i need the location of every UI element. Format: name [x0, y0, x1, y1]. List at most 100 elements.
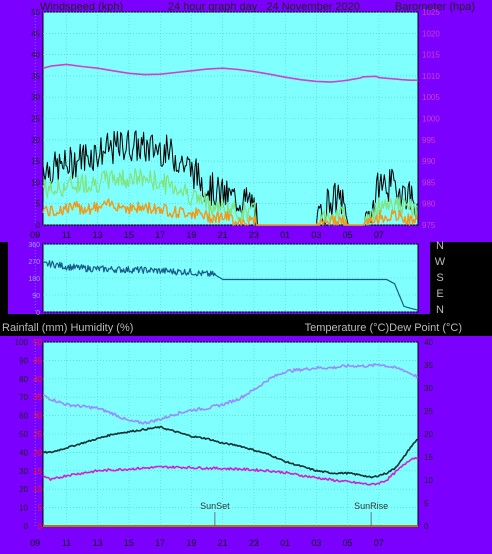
- wind-time-tick-label: 17: [155, 230, 165, 240]
- barometer-tick-label: 975: [422, 221, 436, 230]
- windspeed-tick-label: 25: [31, 115, 40, 124]
- lower-marks: [42, 362, 419, 527]
- barometer-tick-label: 990: [422, 157, 436, 166]
- temperature-tick-label: 20: [424, 430, 433, 439]
- lower-time-tick-label: 13: [93, 538, 103, 548]
- windspeed-tick-label: 30: [31, 93, 40, 102]
- temperature-tick-label: 5: [424, 499, 429, 508]
- temperature-axis: 0 5 10 15 20 25 30 35 40: [424, 338, 433, 531]
- lower-time-tick-label: 15: [124, 538, 134, 548]
- direction-tick-label: 90: [32, 293, 40, 300]
- humidity-tick-label: 90: [19, 356, 28, 365]
- wind-grid: [34, 11, 418, 226]
- direction-label-n-bottom: N: [436, 304, 444, 316]
- barometer-tick-label: 1015: [422, 51, 440, 60]
- humidity-tick-label: 50: [19, 430, 28, 439]
- barometer-line: [42, 63, 418, 83]
- graph-title: 24 hour graph day : 24 November 2020: [168, 1, 360, 13]
- windspeed-tick-label: 20: [31, 136, 40, 145]
- temperature-tick-label: 35: [424, 361, 433, 370]
- temperature-line: [42, 425, 419, 479]
- barometer-tick-label: 980: [422, 200, 436, 209]
- rainfall-tick-label: 10: [33, 485, 42, 494]
- direction-tick-label: 180: [28, 276, 40, 283]
- barometer-tick-label: 1010: [422, 72, 440, 81]
- wind-time-tick-label: 15: [124, 230, 134, 240]
- temperature-tick-label: 30: [424, 384, 433, 393]
- wind-marks: [42, 63, 418, 226]
- humidity-tick-label: 20: [19, 485, 28, 494]
- lower-header-strip: [0, 318, 492, 336]
- lower-time-tick-label: 01: [280, 538, 290, 548]
- wind-time-tick-label: 03: [311, 230, 321, 240]
- direction-label-n-top: N: [436, 240, 444, 252]
- humidity-tick-label: 30: [19, 467, 28, 476]
- rainfall-tick-label: 5: [38, 504, 43, 513]
- lower-time-axis: 11 13 15 17 19 21 23 01 03 05 07 09: [30, 538, 384, 548]
- lower-time-tick-label: 21: [218, 538, 228, 548]
- direction-marks: [42, 260, 419, 311]
- lower-time-tick-label: 07: [374, 538, 384, 548]
- windspeed-axis-title: Windspeed (kph): [40, 1, 123, 13]
- humidity-tick-label: 10: [19, 504, 28, 513]
- windspeed-tick-label: 40: [31, 51, 40, 60]
- sun-annotations: SunSet SunRise: [200, 501, 388, 526]
- direction-grid: [34, 243, 418, 313]
- temperature-tick-label: 0: [424, 522, 429, 531]
- wind-time-tick-label: 23: [249, 230, 259, 240]
- barometer-tick-label: 1025: [422, 8, 440, 17]
- sun-marker-label: SunSet: [200, 501, 230, 511]
- wind-time-tick-label: 21: [218, 230, 228, 240]
- humidity-line: [42, 362, 419, 425]
- barometer-tick-label: 1020: [422, 29, 440, 38]
- windspeed-axis: 0 5 10 15 20 25 30 35 40 45 50: [31, 8, 40, 230]
- wind-time-tick-label: 13: [93, 230, 103, 240]
- temperature-tick-label: 40: [424, 338, 433, 347]
- rainfall-tick-label: 50: [33, 338, 42, 347]
- rainfall-tick-label: 40: [33, 375, 42, 384]
- humidity-tick-label: 60: [19, 412, 28, 421]
- wind-time-tick-label: 19: [186, 230, 196, 240]
- humidity-tick-label: 100: [15, 338, 29, 347]
- temperature-tick-label: 15: [424, 453, 433, 462]
- rainfall-tick-label: 0: [38, 522, 43, 531]
- lower-time-tick-label: 19: [186, 538, 196, 548]
- lower-time-tick-label: 03: [311, 538, 321, 548]
- windspeed-tick-label: 50: [31, 8, 40, 17]
- direction-tick-label: 360: [28, 242, 40, 249]
- windspeed-tick-label: 10: [31, 178, 40, 187]
- wind-time-tick-label: 09: [30, 230, 40, 240]
- temperature-tick-label: 25: [424, 407, 433, 416]
- sun-marker-label: SunRise: [354, 501, 388, 511]
- lower-time-tick-label: 23: [249, 538, 259, 548]
- rainfall-tick-label: 30: [33, 412, 42, 421]
- humidity-tick-label: 0: [24, 522, 29, 531]
- windspeed-tick-label: 15: [31, 157, 40, 166]
- barometer-tick-label: 1000: [422, 115, 440, 124]
- wind-time-tick-label: 11: [62, 230, 71, 240]
- rain-humidity-axis-title: Rainfall (mm) Humidity (%): [2, 322, 133, 334]
- rainfall-tick-label: 15: [33, 467, 42, 476]
- lower-time-tick-label: 05: [343, 538, 353, 548]
- windspeed-tick-label: 45: [31, 29, 40, 38]
- barometer-axis-title: Barometer (hpa): [395, 1, 475, 13]
- humidity-tick-label: 40: [19, 448, 28, 457]
- windspeed-tick-label: 0: [36, 221, 41, 230]
- wind-time-tick-label: 07: [374, 230, 384, 240]
- barometer-axis: 975 980 985 990 995 1000 1005 1010 1015 1020 1025: [422, 8, 440, 230]
- direction-degree-axis: 0 90 180 270 360: [28, 242, 40, 317]
- temperature-tick-label: 10: [424, 476, 433, 485]
- barometer-tick-label: 995: [422, 136, 436, 145]
- minimum-wind-line: [42, 198, 418, 226]
- direction-label-s: S: [436, 272, 443, 284]
- temperature-dewpoint-axis-title: Temperature (°C)Dew Point (°C): [305, 322, 462, 334]
- direction-tick-label: 0: [36, 310, 40, 317]
- barometer-tick-label: 1005: [422, 93, 440, 102]
- rainfall-tick-label: 20: [33, 448, 42, 457]
- humidity-tick-label: 80: [19, 375, 28, 384]
- lower-time-tick-label: 17: [155, 538, 165, 548]
- windspeed-tick-label: 5: [36, 200, 41, 209]
- rainfall-tick-label: 45: [33, 356, 42, 365]
- direction-label-w: W: [435, 256, 446, 268]
